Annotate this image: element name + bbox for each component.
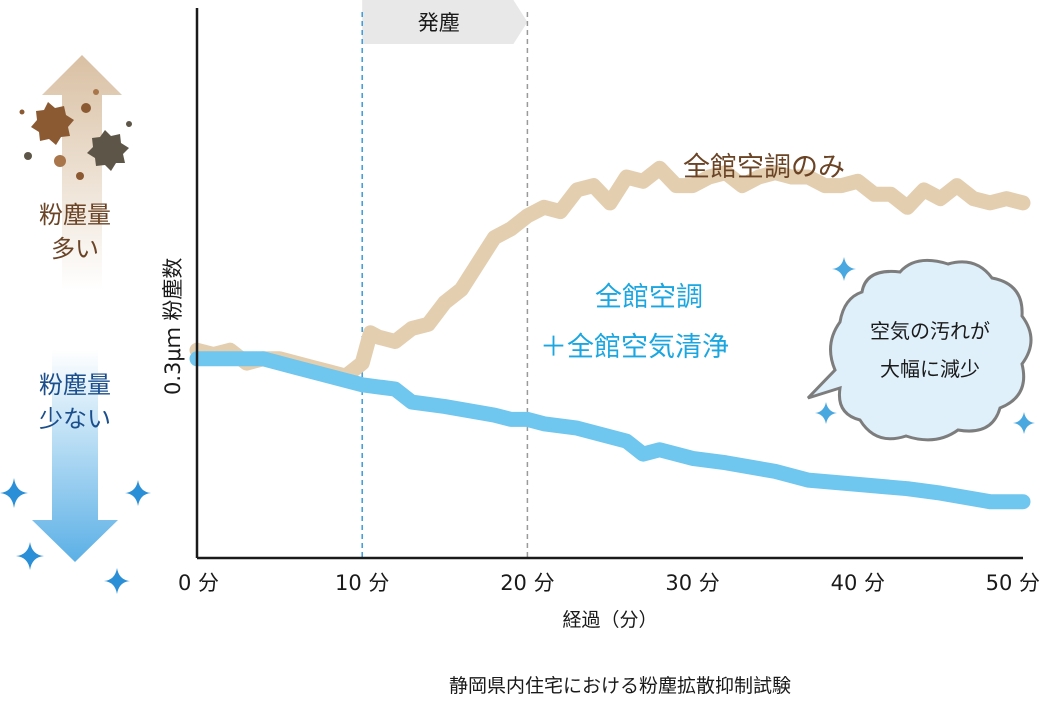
dust-particle-icon (126, 121, 132, 127)
sparkle-icon (104, 568, 130, 594)
phase-arrow-shape (362, 0, 528, 44)
dust-particle-icon (54, 155, 66, 167)
series-label-purifier-line2: ＋全館空気清浄 (540, 332, 729, 363)
y-axis-label: 0.3μｍ 粉塵数 (161, 258, 185, 395)
more-dust-indicator: 粉塵量 多い (19, 55, 132, 290)
x-tick-label: 40 分 (831, 571, 885, 595)
x-tick-labels: 0 分 10 分 20 分 30 分 40 分 50 分 (178, 571, 1040, 595)
dust-particle-icon (87, 130, 129, 171)
cloud-bubble-shape (806, 258, 1033, 442)
x-tick-label: 10 分 (335, 571, 389, 595)
series-line-air-conditioning-plus-purifier (189, 351, 1031, 510)
x-tick-label: 50 分 (986, 571, 1040, 595)
sparkle-icon (125, 480, 151, 506)
sparkle-icon (815, 402, 837, 424)
sparkle-icon (16, 542, 44, 570)
down-arrow-icon (32, 350, 118, 562)
series-label-purifier-line1: 全館空調 (595, 282, 703, 313)
dust-particle-icon (76, 172, 84, 180)
dust-particle-icon (31, 102, 74, 145)
less-dust-label-line2: 少ない (39, 405, 111, 433)
sparkle-icon (832, 257, 856, 281)
callout-text-line2: 大幅に減少 (880, 357, 980, 381)
sparkle-icon (1013, 412, 1035, 434)
dust-particle-icon (81, 103, 91, 113)
less-dust-indicator: 粉塵量 少ない (0, 350, 151, 594)
x-tick-label: 30 分 (665, 571, 719, 595)
phase-label: 発塵 (418, 11, 460, 35)
dust-particle-icon (24, 152, 32, 160)
less-dust-label-line1: 粉塵量 (39, 371, 111, 399)
more-dust-label-line2: 多い (51, 235, 99, 263)
sparkle-icon (0, 478, 28, 508)
x-tick-label: 20 分 (500, 571, 554, 595)
phase-banner: 発塵 (362, 0, 528, 44)
dust-particle-icon (93, 89, 99, 95)
callout-text-line1: 空気の汚れが (870, 319, 990, 343)
more-dust-label-line1: 粉塵量 (39, 201, 111, 229)
callout-bubble: 空気の汚れが 大幅に減少 (806, 257, 1035, 442)
dust-particle-icon (19, 109, 25, 115)
chart-caption: 静岡県内住宅における粉塵拡散抑制試験 (449, 675, 791, 697)
series-label-air-conditioning-only: 全館空調のみ (683, 152, 845, 183)
x-axis-title: 経過（分） (562, 609, 657, 631)
x-tick-label: 0 分 (178, 571, 219, 595)
